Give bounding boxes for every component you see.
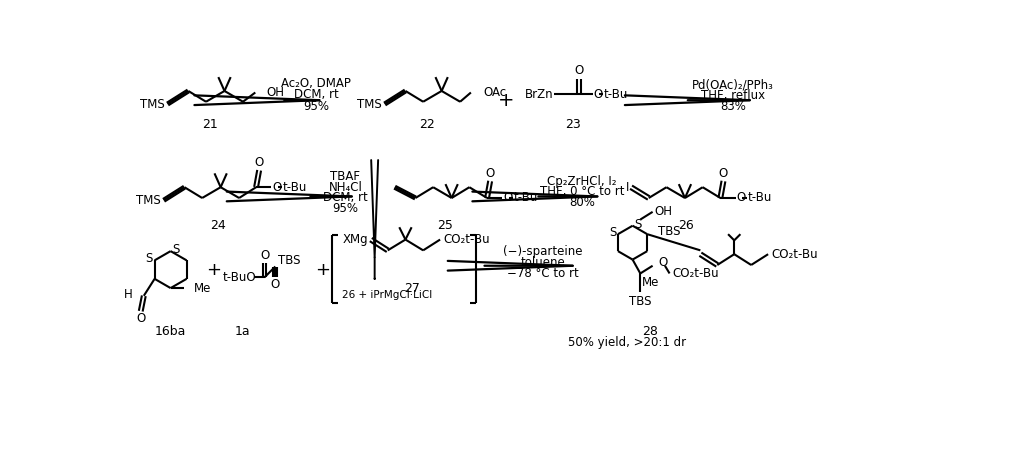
Text: S: S xyxy=(634,218,641,231)
Text: toluene: toluene xyxy=(520,256,565,269)
Text: Cp₂ZrHCl, I₂: Cp₂ZrHCl, I₂ xyxy=(548,175,616,188)
Text: 22: 22 xyxy=(419,118,435,131)
Text: +: + xyxy=(498,91,515,110)
Text: THF, 0 °C to rt: THF, 0 °C to rt xyxy=(540,185,625,198)
Text: 50% yield, >20:1 dr: 50% yield, >20:1 dr xyxy=(568,336,686,349)
Text: OH: OH xyxy=(266,86,284,99)
Text: O: O xyxy=(136,312,145,325)
Text: 83%: 83% xyxy=(720,100,746,113)
Text: O: O xyxy=(255,156,264,169)
Text: +: + xyxy=(315,261,331,279)
Text: O: O xyxy=(270,279,280,292)
Text: S: S xyxy=(145,252,153,266)
Text: CO₂t-Bu: CO₂t-Bu xyxy=(771,248,818,261)
Text: Me: Me xyxy=(194,282,211,295)
Text: O: O xyxy=(503,192,512,204)
Text: XMg: XMg xyxy=(343,233,369,246)
Text: 27: 27 xyxy=(403,282,420,295)
Text: 24: 24 xyxy=(210,219,225,232)
Text: −78 °C to rt: −78 °C to rt xyxy=(507,267,579,280)
Text: TMS: TMS xyxy=(136,194,161,207)
Text: S: S xyxy=(172,243,179,256)
Text: (−)-sparteine: (−)-sparteine xyxy=(503,245,583,258)
Text: t-Bu: t-Bu xyxy=(283,181,307,194)
Text: 28: 28 xyxy=(642,325,658,338)
Text: O: O xyxy=(658,256,668,269)
Text: NH₄Cl: NH₄Cl xyxy=(329,181,362,194)
Text: t-BuO: t-BuO xyxy=(223,271,257,284)
Text: DCM, rt: DCM, rt xyxy=(323,192,368,204)
Text: t-Bu: t-Bu xyxy=(514,192,539,204)
Text: O: O xyxy=(485,167,495,180)
Text: I: I xyxy=(626,181,630,194)
Text: TMS: TMS xyxy=(357,98,382,111)
Text: 21: 21 xyxy=(202,118,218,131)
Text: BrZn: BrZn xyxy=(524,88,553,100)
Text: Pd(OAc)₂/PPh₃: Pd(OAc)₂/PPh₃ xyxy=(692,78,774,91)
Text: H: H xyxy=(124,288,133,301)
Text: DCM, rt: DCM, rt xyxy=(294,88,339,100)
Text: O: O xyxy=(593,88,602,100)
Text: O: O xyxy=(260,249,269,262)
Text: CO₂t-Bu: CO₂t-Bu xyxy=(673,267,719,280)
Text: +: + xyxy=(206,261,221,279)
Text: 23: 23 xyxy=(565,118,582,131)
Text: 1a: 1a xyxy=(234,325,250,338)
Text: 80%: 80% xyxy=(569,196,595,209)
Text: 95%: 95% xyxy=(303,100,329,113)
Text: 16ba: 16ba xyxy=(155,325,186,338)
Text: O: O xyxy=(574,64,584,77)
Text: Me: Me xyxy=(642,276,659,289)
Text: TBS: TBS xyxy=(629,295,651,308)
Text: OAc: OAc xyxy=(483,86,506,99)
Text: TMS: TMS xyxy=(140,98,165,111)
Text: TBAF: TBAF xyxy=(331,170,360,183)
Text: O: O xyxy=(272,181,282,194)
Text: 26: 26 xyxy=(678,219,693,232)
Text: S: S xyxy=(609,226,616,239)
Text: 26 + iPrMgCl·LiCl: 26 + iPrMgCl·LiCl xyxy=(342,290,432,300)
Text: t-Bu: t-Bu xyxy=(604,88,629,100)
Text: TBS: TBS xyxy=(279,254,301,267)
Text: THF, reflux: THF, reflux xyxy=(701,89,765,102)
Text: CO₂t-Bu: CO₂t-Bu xyxy=(443,233,489,246)
Text: TBS: TBS xyxy=(658,225,681,238)
Text: 25: 25 xyxy=(437,219,453,232)
Text: 95%: 95% xyxy=(333,202,358,215)
Text: O: O xyxy=(719,167,728,180)
Text: t-Bu: t-Bu xyxy=(748,192,772,204)
Text: O: O xyxy=(736,192,745,204)
Text: OH: OH xyxy=(654,205,672,218)
Text: Ac₂O, DMAP: Ac₂O, DMAP xyxy=(282,77,351,90)
